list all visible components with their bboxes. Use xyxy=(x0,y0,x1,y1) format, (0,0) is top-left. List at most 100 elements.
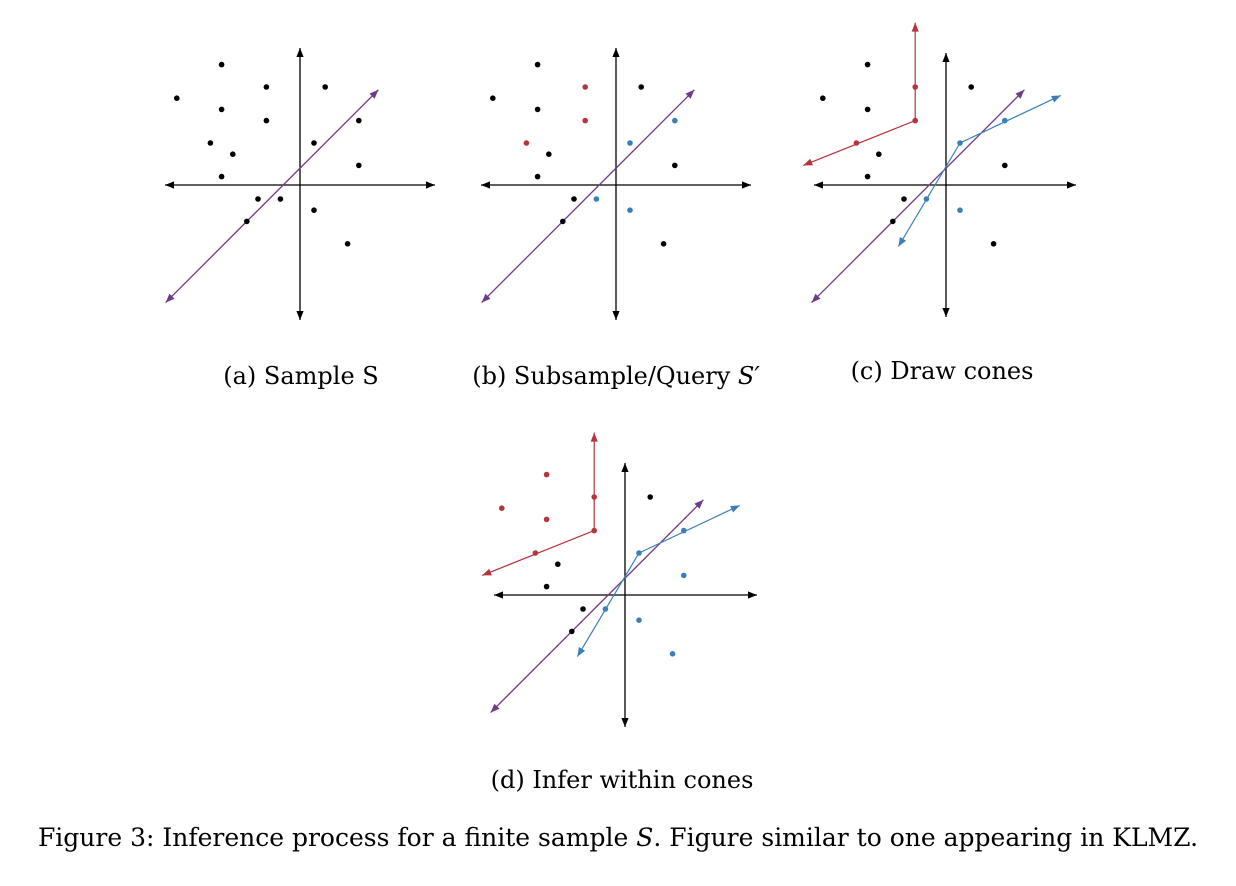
caption-d-text: (d) Infer within cones xyxy=(490,766,754,794)
cone-r-arrow-1 xyxy=(482,568,492,576)
point-k-7 xyxy=(555,561,561,567)
cone-b-arrow-0 xyxy=(1051,95,1061,103)
point-r-1 xyxy=(499,505,505,511)
plot-c xyxy=(802,22,1076,317)
panel-b xyxy=(465,40,765,340)
cone-b-ray-1 xyxy=(897,142,961,247)
separator-arrow-end xyxy=(1015,89,1025,99)
y-axis-arrow-down xyxy=(612,311,620,320)
x-axis-arrow-left xyxy=(494,591,503,599)
point-k-6 xyxy=(864,173,871,180)
separator-line xyxy=(481,89,695,304)
separator-arrow-end xyxy=(369,89,379,99)
separator-line xyxy=(490,499,704,714)
x-axis-arrow-right xyxy=(1067,181,1076,189)
plot-a xyxy=(165,48,435,320)
point-b-15 xyxy=(636,617,642,623)
point-k-8 xyxy=(890,218,896,225)
point-k-3 xyxy=(490,95,496,101)
point-k-2 xyxy=(322,84,328,90)
point-k-10 xyxy=(672,162,678,169)
point-k-6 xyxy=(647,494,653,500)
y-axis-arrow-up xyxy=(296,48,304,57)
x-axis-arrow-left xyxy=(481,181,490,189)
point-b-16 xyxy=(669,651,676,657)
point-k-8 xyxy=(311,140,317,146)
cone-b-arrow-0 xyxy=(730,505,740,513)
y-axis-arrow-up xyxy=(612,48,620,57)
point-k-6 xyxy=(356,117,362,124)
cone-b-arrow-1 xyxy=(898,237,907,247)
point-k-4 xyxy=(534,106,541,113)
caption-a-text: (a) Sample S xyxy=(223,362,379,390)
y-axis-arrow-up xyxy=(942,53,950,62)
point-r-10 xyxy=(912,84,918,90)
point-k-9 xyxy=(990,241,997,247)
point-k-7 xyxy=(901,196,907,202)
separator-arrow-end xyxy=(685,89,695,99)
caption-c: (c) Draw cones xyxy=(851,357,1034,385)
figure-caption-prefix: Figure 3: Inference process for a finite… xyxy=(37,823,637,852)
cone-b-arrow-1 xyxy=(577,647,586,657)
point-k-4 xyxy=(218,106,225,113)
point-b-11 xyxy=(681,527,687,534)
point-k-13 xyxy=(277,196,284,202)
point-b-13 xyxy=(1002,117,1008,124)
cone-r-ray-1 xyxy=(481,530,595,576)
plot-d xyxy=(481,432,757,727)
cone-r-arrow-0 xyxy=(590,432,598,442)
plot-b xyxy=(481,48,751,320)
y-axis-arrow-down xyxy=(621,718,629,727)
point-k-12 xyxy=(255,196,261,202)
y-axis-arrow-down xyxy=(296,311,304,320)
point-k-8 xyxy=(543,583,550,590)
point-k-11 xyxy=(218,173,225,180)
point-k-0 xyxy=(864,61,871,68)
point-k-3 xyxy=(174,95,180,101)
point-k-10 xyxy=(356,162,362,169)
point-r-4 xyxy=(591,527,597,534)
panel-c xyxy=(795,22,1095,340)
cone-b-ray-1 xyxy=(576,552,640,657)
point-k-3 xyxy=(864,106,871,113)
point-k-2 xyxy=(820,95,826,101)
point-k-4 xyxy=(1002,162,1008,169)
point-r-3 xyxy=(543,516,550,523)
point-k-12 xyxy=(571,196,577,202)
figure-caption: Figure 3: Inference process for a finite… xyxy=(0,823,1236,852)
separator-arrow-start xyxy=(165,293,175,303)
caption-c-text: (c) Draw cones xyxy=(850,357,1034,385)
caption-b-math: S′ xyxy=(737,362,760,390)
point-k-7 xyxy=(207,140,214,146)
y-axis-arrow-up xyxy=(621,463,629,472)
x-axis-arrow-left xyxy=(165,181,174,189)
separator-line xyxy=(165,89,379,304)
cone-b-ray-0 xyxy=(638,504,741,554)
separator-arrow-end xyxy=(694,499,704,509)
point-b-14 xyxy=(627,207,633,213)
separator-line xyxy=(811,89,1025,304)
point-r-0 xyxy=(543,471,550,478)
panel-a xyxy=(150,40,450,340)
point-k-2 xyxy=(638,84,644,90)
point-k-9 xyxy=(580,606,586,612)
point-r-2 xyxy=(591,494,597,500)
point-k-15 xyxy=(244,218,250,225)
point-b-15 xyxy=(923,196,930,202)
point-b-6 xyxy=(672,117,678,124)
point-b-13 xyxy=(593,196,600,202)
separator-arrow-start xyxy=(490,703,500,713)
separator-arrow-start xyxy=(811,293,821,303)
point-k-5 xyxy=(263,117,270,124)
point-k-11 xyxy=(534,173,541,180)
point-b-14 xyxy=(602,606,609,612)
point-k-0 xyxy=(218,61,225,68)
x-axis-arrow-right xyxy=(742,181,751,189)
point-k-15 xyxy=(560,218,566,225)
cone-r-arrow-0 xyxy=(911,22,919,32)
point-k-14 xyxy=(311,207,317,213)
point-r-7 xyxy=(523,140,530,146)
cone-r-ray-1 xyxy=(802,120,916,166)
point-r-5 xyxy=(582,117,588,124)
cone-r-arrow-1 xyxy=(803,158,813,166)
